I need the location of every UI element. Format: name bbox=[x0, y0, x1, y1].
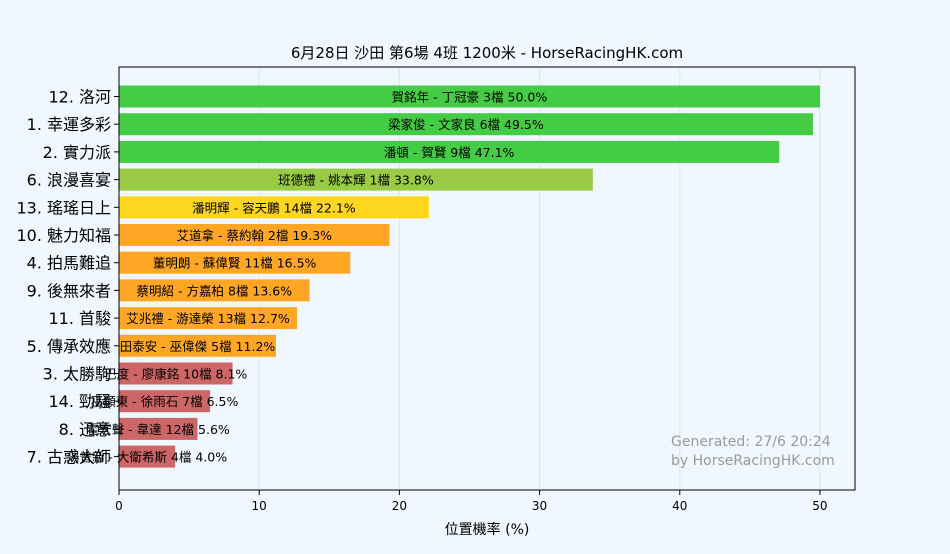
category-label: 2. 實力派 bbox=[43, 143, 111, 162]
plot-frame bbox=[118, 66, 856, 491]
x-tick-label: 50 bbox=[812, 499, 827, 513]
bar bbox=[119, 362, 233, 385]
bar-data-label: 田泰安 - 巫偉傑 5檔 11.2% bbox=[120, 339, 276, 354]
bar bbox=[119, 251, 351, 274]
bar-data-label: 艾道拿 - 蔡約翰 2檔 19.3% bbox=[176, 228, 332, 243]
bar bbox=[119, 224, 390, 246]
bar-data-label: 潘明輝 - 容天鵬 14檔 22.1% bbox=[192, 200, 356, 215]
bar bbox=[119, 445, 176, 468]
bar bbox=[119, 168, 593, 191]
bar-data-label: 艾兆禮 - 游達榮 13檔 12.7% bbox=[126, 311, 290, 326]
bar-data-label: 蔡明紹 - 方嘉柏 8檔 13.6% bbox=[137, 283, 293, 298]
x-tick-label: 10 bbox=[252, 499, 267, 513]
watermark-line-2: by HorseRacingHK.com bbox=[671, 453, 835, 469]
bars-layer bbox=[119, 85, 820, 468]
category-label: 7. 古惑大師 bbox=[27, 448, 111, 467]
category-label: 1. 幸運多彩 bbox=[27, 115, 111, 134]
x-tick-label: 0 bbox=[115, 499, 123, 513]
bar bbox=[119, 196, 429, 219]
category-label: 13. 瑤瑤日上 bbox=[16, 198, 111, 217]
bar-data-label: 巴度 - 廖康銘 10檔 8.1% bbox=[104, 367, 247, 382]
bar-data-label: 巫顯東 - 徐雨石 7檔 6.5% bbox=[91, 394, 239, 409]
x-tick-label: 20 bbox=[392, 499, 407, 513]
category-label: 3. 太勝駒 bbox=[43, 365, 111, 384]
bar bbox=[119, 390, 211, 413]
bar-data-label: 潘頓 - 賀賢 9檔 47.1% bbox=[384, 145, 515, 160]
bar-data-label: 董明朗 - 蘇偉賢 11檔 16.5% bbox=[153, 256, 317, 271]
bar bbox=[119, 279, 310, 302]
bar bbox=[119, 113, 813, 136]
bar bbox=[119, 140, 780, 163]
x-tick-label: 40 bbox=[672, 499, 687, 513]
category-label: 5. 傳承效應 bbox=[27, 337, 111, 356]
bar-data-label: 湯普新 - 大衛希斯 4檔 4.0% bbox=[67, 450, 227, 465]
bar bbox=[119, 85, 820, 108]
bar bbox=[119, 307, 298, 330]
bar-data-label: 梁家俊 - 文家良 6檔 49.5% bbox=[388, 117, 544, 132]
x-ticks-layer: 0 10 20 30 40 50 bbox=[115, 490, 828, 513]
bar-data-label: 霍宏聲 - 韋達 12檔 5.6% bbox=[87, 422, 230, 437]
bar bbox=[119, 334, 277, 357]
chart-title: 6月28日 沙田 第6場 4班 1200米 - HorseRacingHK.co… bbox=[291, 44, 683, 62]
category-labels-layer: 12. 洛河 1. 幸運多彩 2. 實力派 6. 浪漫喜宴 13. 瑤瑤日上 10. 魅力… bbox=[16, 88, 119, 467]
bar bbox=[119, 417, 198, 440]
category-label: 14. 勁騷 bbox=[48, 392, 111, 411]
plot-area bbox=[119, 67, 855, 490]
bar-labels-layer: 賀銘年 - 丁冠豪 3檔 50.0% 梁家俊 - 文家良 6檔 49.5% 潘頓 -… bbox=[67, 90, 547, 465]
bar-data-label: 賀銘年 - 丁冠豪 3檔 50.0% bbox=[392, 90, 548, 105]
category-label: 12. 洛河 bbox=[48, 88, 111, 107]
bar-data-label: 班德禮 - 姚本輝 1檔 33.8% bbox=[278, 173, 434, 188]
category-label: 9. 後無來者 bbox=[27, 281, 111, 300]
category-label: 6. 浪漫喜宴 bbox=[27, 171, 111, 190]
category-label: 4. 拍馬難追 bbox=[27, 254, 111, 273]
category-label: 11. 首駿 bbox=[48, 309, 111, 328]
x-tick-label: 30 bbox=[532, 499, 547, 513]
x-axis-label: 位置機率 (%) bbox=[445, 521, 530, 538]
watermark-line-1: Generated: 27/6 20:24 bbox=[671, 434, 831, 450]
category-label: 10. 魅力知福 bbox=[16, 226, 111, 245]
category-label: 8. 迅意 bbox=[59, 420, 111, 439]
